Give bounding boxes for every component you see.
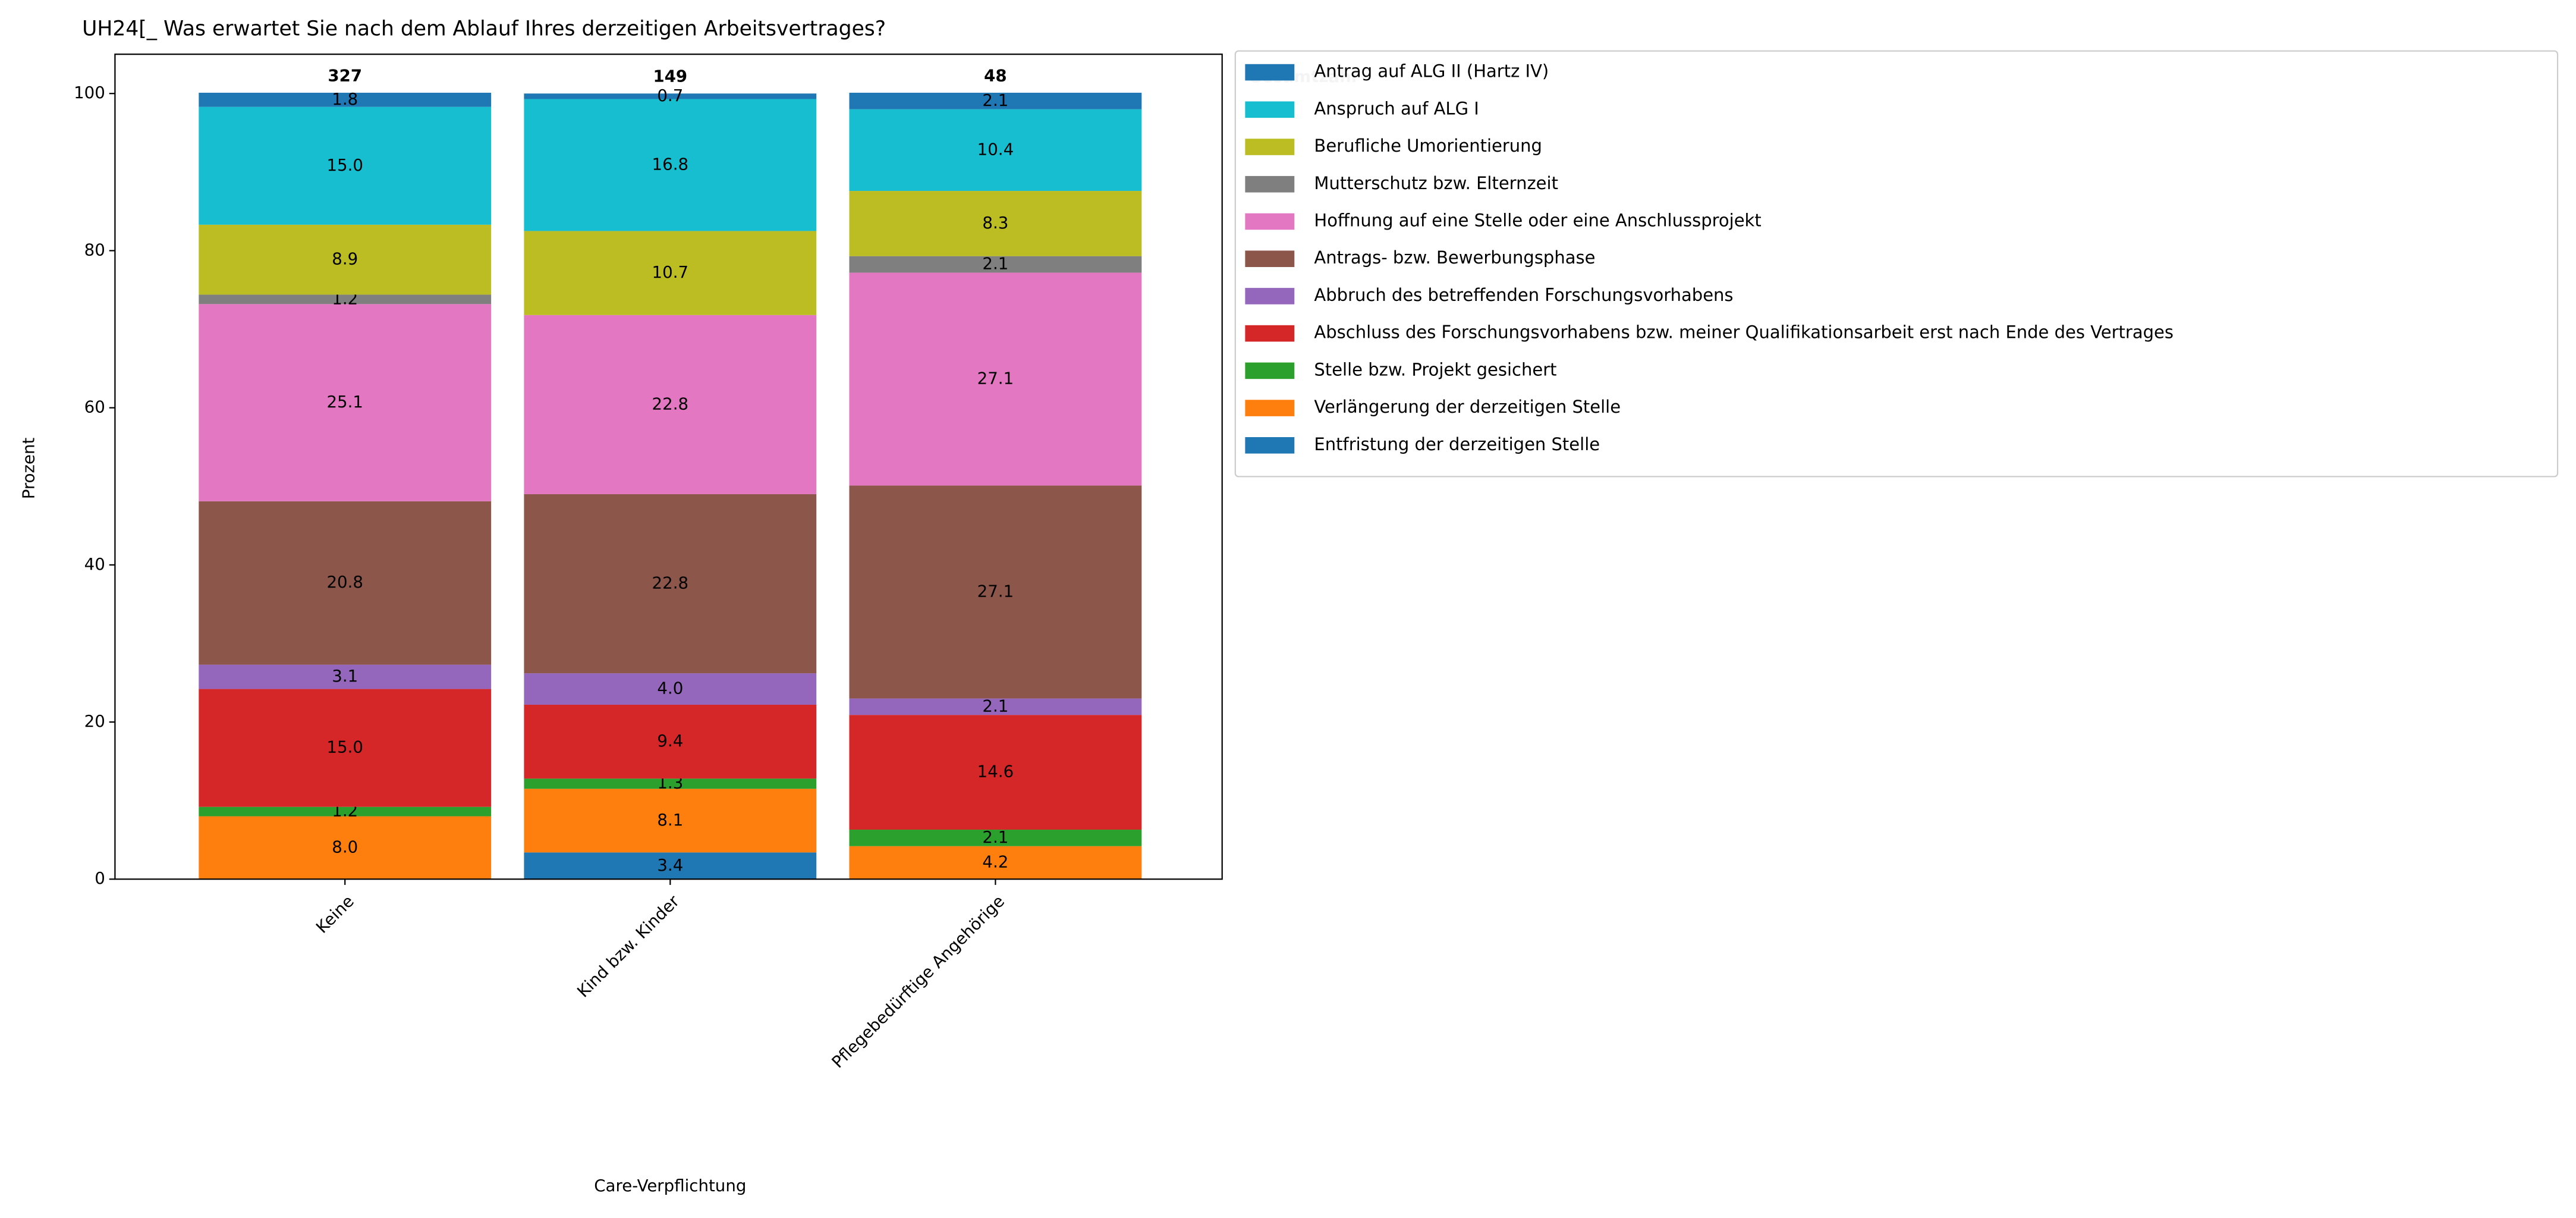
bar-segment (849, 92, 1142, 109)
value-label: 20.8 (326, 572, 363, 592)
bar-segment (849, 485, 1142, 699)
bar-segment (199, 501, 492, 665)
bar-segment (524, 852, 817, 880)
value-label: 2.1 (982, 254, 1008, 274)
value-label: 0.7 (657, 86, 683, 105)
legend-label: Hoffnung auf eine Stelle oder eine Ansch… (1314, 210, 1761, 230)
legend-swatch (1245, 101, 1295, 118)
bar-segment (524, 93, 817, 99)
value-label: 3.1 (332, 666, 358, 686)
value-label: 8.9 (332, 249, 358, 269)
y-tick-label: 60 (84, 397, 105, 417)
x-axis-label: Care-Verpflichtung (594, 1176, 746, 1195)
value-label: 3.4 (657, 855, 683, 875)
legend-swatch (1245, 437, 1295, 454)
bar-segment (849, 272, 1142, 486)
legend-label: Abschluss des Forschungsvorhabens bzw. m… (1314, 322, 2174, 343)
legend-swatch (1245, 64, 1295, 81)
bar-segment (199, 664, 492, 689)
value-label: 10.7 (652, 262, 689, 282)
bar-segment (524, 778, 817, 789)
legend-swatch (1245, 250, 1295, 268)
legend-swatch (1245, 325, 1295, 342)
y-axis-label: Prozent (19, 437, 39, 499)
bar-segment (524, 789, 817, 853)
total-label: 48 (984, 65, 1007, 85)
value-label: 8.1 (657, 810, 683, 830)
value-label: 2.1 (982, 90, 1008, 110)
value-label: 15.0 (326, 737, 363, 757)
y-tick-label: 100 (74, 83, 105, 102)
bar-segment (199, 92, 492, 107)
bar-segment (849, 846, 1142, 880)
value-label: 2.1 (982, 827, 1008, 847)
value-label: 27.1 (977, 581, 1014, 601)
value-label: 2.1 (982, 696, 1008, 715)
legend-label: Berufliche Umorientierung (1314, 136, 1542, 156)
legend-swatch (1245, 213, 1295, 230)
bar-segment (849, 830, 1142, 846)
y-tick-label: 20 (84, 711, 105, 731)
bar-segment (199, 294, 492, 304)
legend-swatch (1245, 400, 1295, 416)
bar-segment (524, 673, 817, 705)
bar-segment (849, 191, 1142, 256)
legend-label: Stelle bzw. Projekt gesichert (1314, 359, 1556, 379)
legend-label: Verlängerung der derzeitigen Stelle (1314, 397, 1621, 417)
bar-segment (199, 806, 492, 817)
legend-swatch (1245, 362, 1295, 379)
legend-swatch (1245, 175, 1295, 193)
bar-segment (524, 231, 817, 315)
y-tick-label: 40 (84, 554, 105, 574)
bar-segment (199, 224, 492, 295)
legend-label: Entfristung der derzeitigen Stelle (1314, 434, 1600, 454)
legend-swatch (1245, 288, 1295, 304)
total-label: 149 (653, 67, 687, 86)
bar-segment (524, 704, 817, 779)
bar-segment (849, 109, 1142, 192)
value-label: 14.6 (977, 762, 1014, 781)
value-label: 16.8 (652, 154, 689, 174)
y-tick-label: 0 (95, 868, 105, 888)
bar-segment (199, 106, 492, 225)
value-label: 1.8 (332, 89, 358, 109)
bar-segment (849, 715, 1142, 830)
value-label: 22.8 (652, 573, 689, 593)
value-label: 15.0 (326, 155, 363, 175)
total-label: 327 (328, 65, 362, 85)
legend-label: Abbruch des betreffenden Forschungsvorha… (1314, 285, 1733, 305)
value-label: 10.4 (977, 139, 1014, 159)
value-label: 4.2 (982, 852, 1008, 872)
bar-segment (524, 99, 817, 231)
legend-box (1234, 50, 2559, 478)
legend-swatch (1245, 139, 1295, 155)
value-label: 27.1 (977, 368, 1014, 388)
value-label: 25.1 (326, 392, 363, 412)
y-tick-label: 80 (84, 240, 105, 259)
bar-segment (199, 304, 492, 501)
value-label: 22.8 (652, 394, 689, 413)
value-label: 8.0 (332, 837, 358, 856)
bar-segment (199, 689, 492, 807)
value-label: 9.4 (657, 731, 683, 751)
bar-segment (199, 816, 492, 880)
legend-label: Antrags- bzw. Bewerbungsphase (1314, 247, 1595, 268)
plot-frame (114, 54, 1223, 880)
chart-title: UH24[_ Was erwartet Sie nach dem Ablauf … (82, 17, 886, 40)
bar-segment (849, 256, 1142, 273)
bar-segment (849, 698, 1142, 715)
bar-segment (524, 494, 817, 674)
legend-label: Anspruch auf ALG I (1314, 98, 1479, 118)
bar-segment (524, 315, 817, 494)
value-label: 4.0 (657, 679, 683, 698)
legend-label: Antrag auf ALG II (Hartz IV) (1314, 61, 1549, 81)
legend-label: Mutterschutz bzw. Elternzeit (1314, 173, 1558, 193)
value-label: 8.3 (982, 213, 1008, 233)
